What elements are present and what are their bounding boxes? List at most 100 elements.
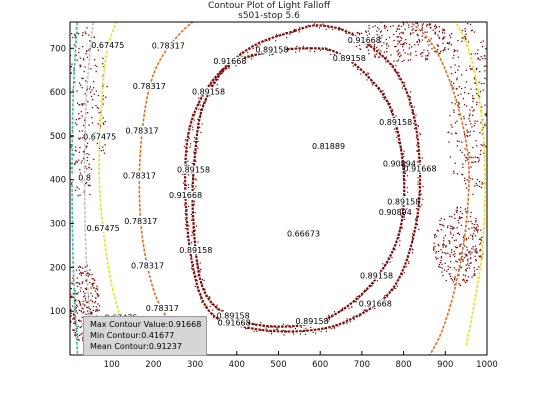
contour-label-bg: [148, 304, 177, 313]
contour-speckle: [408, 262, 410, 265]
contour-speckle: [407, 191, 409, 193]
contour-speckle: [205, 296, 207, 298]
contour-speckle: [283, 334, 285, 336]
contour-label: 0.90894: [379, 208, 412, 217]
contour-speckle: [199, 262, 201, 264]
contour-speckle: [358, 315, 361, 317]
contour-speckle: [188, 174, 190, 176]
contour-speckle: [337, 325, 339, 327]
contour-speckle: [186, 209, 188, 211]
contour-line: [184, 24, 422, 333]
contour-speckle: [218, 74, 220, 77]
contour-speckle: [209, 84, 212, 86]
contour-speckle: [206, 305, 208, 307]
contour-speckle: [192, 126, 194, 128]
contour-speckle: [364, 309, 366, 311]
contour-speckle: [357, 298, 359, 300]
contour-speckle: [412, 239, 414, 242]
contour-speckle: [363, 310, 365, 312]
contour-speckle: [330, 328, 332, 330]
contour-speckle: [315, 25, 317, 28]
contour-speckle: [352, 32, 354, 34]
contour-speckle: [193, 203, 195, 205]
y-tick-label: 600: [50, 88, 66, 98]
contour-speckle: [398, 237, 400, 239]
contour-speckle: [194, 113, 196, 115]
contour-speckle: [327, 49, 329, 52]
contour-label-bg: [181, 246, 210, 254]
contour-speckle: [199, 114, 202, 116]
x-tick-label: 500: [270, 360, 286, 370]
contour-speckle: [271, 54, 273, 56]
contour-speckle: [356, 68, 358, 70]
contour-line: [454, 22, 486, 347]
contour-speckle: [346, 318, 348, 320]
contour-label: 0.8: [78, 174, 91, 183]
stats-annotation: Max Contour Value:0.91668 Min Contour:0.…: [83, 316, 207, 356]
contour-speckle: [294, 28, 296, 30]
contour-label-bg: [194, 87, 223, 96]
contour-speckle: [348, 307, 350, 309]
contour-speckle: [385, 61, 387, 63]
contour-speckle: [186, 236, 188, 238]
contour-speckle: [197, 289, 199, 291]
contour-label-bg: [126, 216, 155, 225]
contour-speckle: [324, 328, 326, 330]
contour-speckle: [183, 145, 185, 148]
contour-speckle: [324, 25, 326, 27]
contour-speckle: [256, 45, 258, 47]
contour-speckle: [371, 82, 373, 84]
contour-speckle: [408, 261, 410, 263]
contour-speckle: [192, 264, 194, 266]
contour-speckle: [276, 328, 278, 331]
contour-speckle: [268, 326, 270, 328]
contour-speckle: [401, 87, 403, 89]
contour-speckle: [300, 326, 302, 328]
contour-speckle: [194, 245, 196, 247]
contour-speckle: [333, 311, 335, 313]
contour-speckle: [407, 259, 409, 261]
contour-speckle: [382, 96, 384, 98]
contour-speckle: [253, 323, 255, 325]
contour-speckle: [277, 35, 279, 37]
contour-speckle: [336, 51, 338, 53]
contour-speckle: [379, 56, 381, 58]
contour-speckle: [190, 213, 192, 216]
contour-speckle: [281, 326, 283, 328]
contour-speckle: [305, 26, 307, 28]
contour-speckle: [187, 222, 189, 224]
contour-speckle: [187, 205, 190, 208]
contour-label: 0.89158: [217, 312, 250, 321]
contour-speckle: [416, 150, 419, 153]
contour-speckle: [383, 93, 385, 95]
contour-speckle: [194, 178, 196, 180]
contour-speckle: [403, 153, 405, 155]
contour-speckle: [419, 159, 421, 162]
contour-speckle: [290, 47, 292, 49]
contour-speckle: [192, 263, 194, 265]
contour-speckle: [296, 45, 298, 47]
y-tick-label: 700: [50, 44, 66, 54]
contour-speckle: [399, 134, 401, 136]
contour-speckle: [402, 159, 404, 162]
contour-speckle: [401, 227, 403, 229]
contour-speckle: [396, 136, 398, 138]
contour-speckle: [187, 160, 189, 162]
contour-speckle: [405, 162, 407, 164]
contour-speckle: [417, 177, 419, 179]
contour-speckle: [394, 128, 396, 130]
contour-speckle: [195, 151, 197, 153]
contour-speckle: [392, 65, 394, 67]
contour-speckle: [394, 71, 396, 73]
contour-speckle: [378, 49, 380, 51]
contour-speckle: [330, 53, 332, 55]
contour-speckle: [289, 33, 291, 35]
contour-speckle: [371, 285, 373, 287]
contour-speckle: [403, 155, 405, 157]
contour-speckle: [253, 330, 255, 332]
contour-speckle: [417, 183, 419, 185]
contour-speckle: [186, 185, 188, 187]
contour-speckle: [368, 73, 370, 75]
contour-speckle: [210, 313, 213, 315]
contour-speckle: [406, 208, 408, 210]
